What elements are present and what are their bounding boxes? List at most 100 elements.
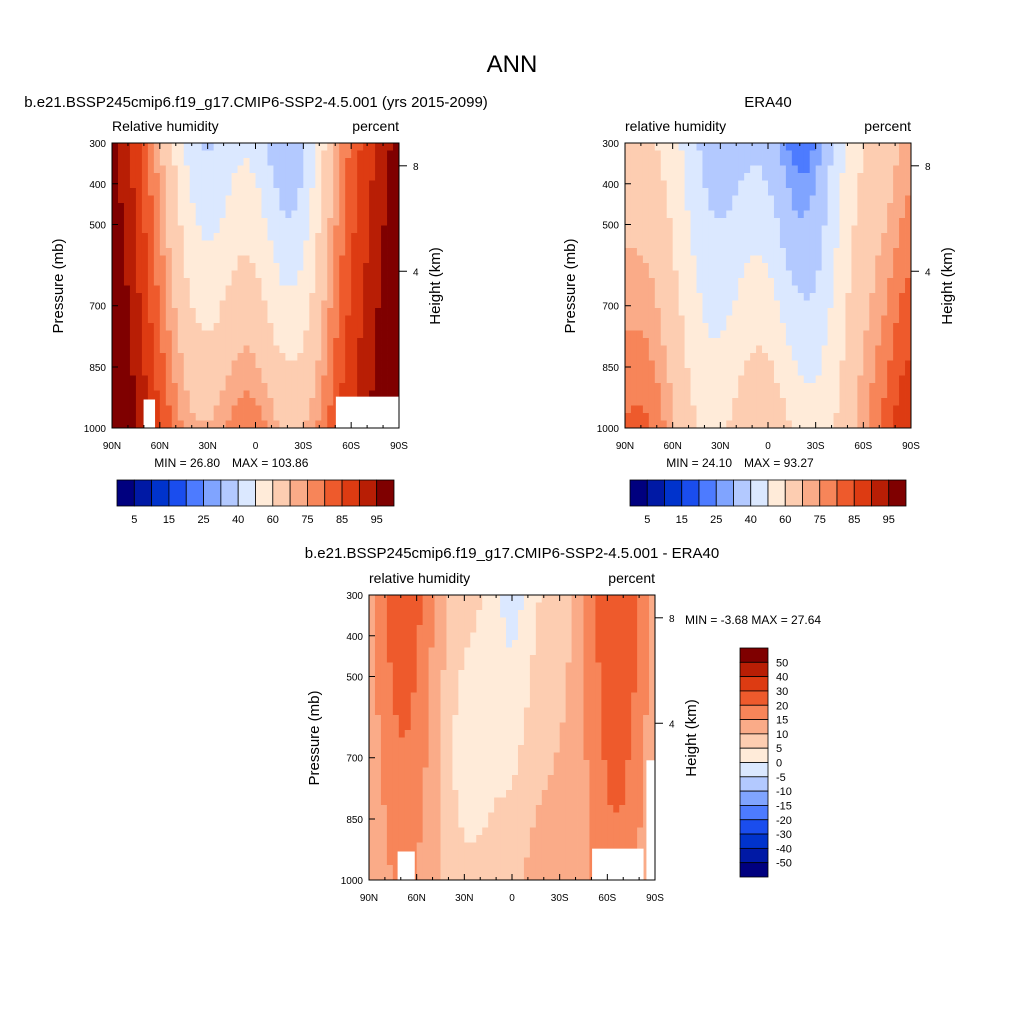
contour-cell: [691, 233, 697, 241]
contour-cell: [196, 173, 202, 181]
contour-cell: [899, 196, 905, 204]
contour-cell: [351, 368, 357, 376]
contour-cell: [893, 391, 899, 399]
contour-cell: [261, 203, 267, 211]
contour-cell: [256, 248, 262, 256]
contour-cell: [369, 640, 375, 648]
contour-cell: [375, 226, 381, 234]
contour-cell: [375, 738, 381, 746]
contour-cell: [625, 603, 631, 611]
contour-cell: [417, 700, 423, 708]
contour-cell: [321, 278, 327, 286]
contour-cell: [691, 413, 697, 421]
contour-cell: [625, 211, 631, 219]
contour-cell: [708, 173, 714, 181]
contour-cell: [261, 338, 267, 346]
contour-cell: [631, 361, 637, 369]
contour-cell: [190, 196, 196, 204]
contour-cell: [232, 286, 238, 294]
contour-cell: [810, 248, 816, 256]
contour-cell: [554, 745, 560, 753]
contour-cell: [238, 368, 244, 376]
contour-cell: [768, 263, 774, 271]
contour-cell: [327, 383, 333, 391]
contour-cell: [774, 263, 780, 271]
contour-cell: [578, 768, 584, 776]
contour-cell: [494, 693, 500, 701]
contour-cell: [261, 188, 267, 196]
contour-cell: [744, 226, 750, 234]
contour-cell: [905, 376, 911, 384]
contour-cell: [464, 723, 470, 731]
contour-cell: [822, 143, 828, 151]
contour-cell: [160, 391, 166, 399]
contour-cell: [172, 173, 178, 181]
contour-cell: [840, 376, 846, 384]
contour-cell: [756, 151, 762, 159]
contour-cell: [738, 271, 744, 279]
contour-cell: [845, 233, 851, 241]
contour-cell: [625, 398, 631, 406]
contour-cell: [524, 618, 530, 626]
contour-cell: [130, 241, 136, 249]
contour-cell: [726, 323, 732, 331]
contour-cell: [851, 218, 857, 226]
contour-cell: [649, 708, 655, 716]
contour-cell: [578, 753, 584, 761]
contour-cell: [881, 158, 887, 166]
contour-cell: [238, 391, 244, 399]
contour-cell: [375, 723, 381, 731]
contour-cell: [744, 233, 750, 241]
contour-cell: [273, 233, 279, 241]
contour-cell: [494, 700, 500, 708]
contour-cell: [393, 188, 399, 196]
contour-cell: [893, 143, 899, 151]
contour-cell: [393, 368, 399, 376]
contour-cell: [244, 188, 250, 196]
contour-cell: [458, 745, 464, 753]
contour-cell: [190, 233, 196, 241]
contour-cell: [178, 233, 184, 241]
contour-cell: [619, 715, 625, 723]
colorbar-box: [647, 480, 664, 506]
contour-cell: [679, 293, 685, 301]
contour-cell: [267, 256, 273, 264]
contour-cell: [518, 648, 524, 656]
contour-cell: [649, 196, 655, 204]
contour-cell: [375, 316, 381, 324]
colorbar-box: [221, 480, 238, 506]
contour-cell: [166, 233, 172, 241]
contour-cell: [500, 753, 506, 761]
contour-cell: [208, 143, 214, 151]
contour-cell: [190, 353, 196, 361]
contour-cell: [184, 331, 190, 339]
contour-cell: [738, 278, 744, 286]
contour-cell: [291, 196, 297, 204]
contour-cell: [315, 368, 321, 376]
contour-cell: [750, 271, 756, 279]
contour-cell: [357, 308, 363, 316]
contour-cell: [417, 618, 423, 626]
contour-cell: [130, 338, 136, 346]
contour-cell: [726, 263, 732, 271]
contour-cell: [613, 753, 619, 761]
contour-cell: [774, 188, 780, 196]
contour-cell: [518, 655, 524, 663]
contour-cell: [744, 323, 750, 331]
contour-cell: [738, 316, 744, 324]
contour-cell: [381, 173, 387, 181]
contour-cell: [261, 278, 267, 286]
contour-cell: [643, 368, 649, 376]
contour-cell: [238, 248, 244, 256]
contour-cell: [566, 678, 572, 686]
contour-cell: [166, 421, 172, 429]
contour-cell: [804, 241, 810, 249]
contour-cell: [220, 196, 226, 204]
contour-cell: [196, 166, 202, 174]
contour-cell: [584, 633, 590, 641]
contour-cell: [887, 158, 893, 166]
contour-cell: [184, 293, 190, 301]
contour-cell: [166, 376, 172, 384]
contour-cell: [351, 361, 357, 369]
contour-cell: [136, 406, 142, 414]
